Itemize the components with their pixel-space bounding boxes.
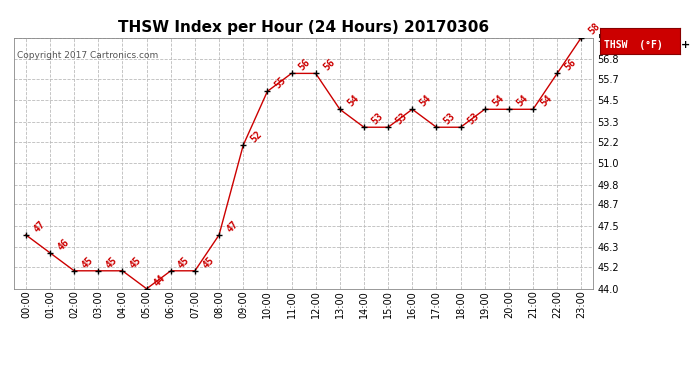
Text: Copyright 2017 Cartronics.com: Copyright 2017 Cartronics.com: [17, 51, 159, 60]
Text: 46: 46: [56, 237, 71, 252]
Text: 56: 56: [297, 57, 313, 73]
Text: 53: 53: [442, 111, 457, 126]
Text: 54: 54: [418, 93, 433, 108]
Text: THSW  (°F): THSW (°F): [604, 40, 662, 50]
Text: 45: 45: [128, 255, 144, 270]
Text: 54: 54: [346, 93, 361, 108]
Text: 53: 53: [466, 111, 482, 126]
Text: 55: 55: [273, 75, 288, 90]
Text: +: +: [680, 40, 690, 50]
Text: 58: 58: [587, 21, 602, 37]
Text: 56: 56: [322, 57, 337, 73]
Text: 45: 45: [177, 255, 192, 270]
Text: 52: 52: [249, 129, 264, 144]
Text: 44: 44: [152, 273, 168, 288]
Text: 47: 47: [32, 219, 47, 234]
Text: 45: 45: [201, 255, 216, 270]
Text: 53: 53: [370, 111, 385, 126]
Text: 45: 45: [80, 255, 95, 270]
Text: 54: 54: [515, 93, 530, 108]
Text: 53: 53: [394, 111, 409, 126]
Text: 47: 47: [225, 219, 240, 234]
Text: 56: 56: [563, 57, 578, 73]
Text: 54: 54: [491, 93, 506, 108]
Text: 54: 54: [539, 93, 554, 108]
Title: THSW Index per Hour (24 Hours) 20170306: THSW Index per Hour (24 Hours) 20170306: [118, 20, 489, 35]
Text: 45: 45: [104, 255, 119, 270]
